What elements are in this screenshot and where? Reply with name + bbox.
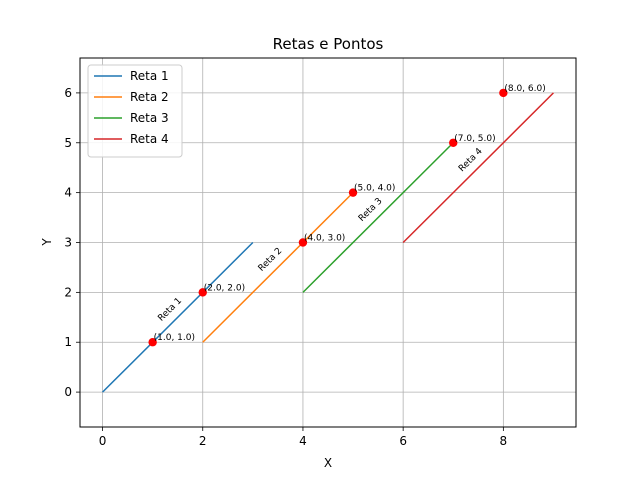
y-tick-label: 3	[64, 236, 72, 250]
y-tick-label: 4	[64, 186, 72, 200]
y-axis-label: Y	[40, 238, 54, 247]
legend-label: Reta 1	[130, 69, 169, 83]
x-ticks: 0 2 4 6 8	[99, 427, 507, 448]
data-point	[298, 238, 308, 247]
legend-label: Reta 3	[130, 111, 169, 125]
y-ticks: 0 1 2 3 4 5 6	[64, 86, 80, 399]
point-label: (7.0, 5.0)	[454, 134, 495, 144]
point-label: (1.0, 1.0)	[154, 333, 195, 343]
x-tick-label: 4	[299, 434, 307, 448]
series-lines	[102, 92, 554, 393]
point-labels: (1.0, 1.0) (2.0, 2.0) (4.0, 3.0) (5.0, 4.0)…	[154, 84, 546, 343]
x-tick-label: 2	[199, 434, 207, 448]
point-label: (4.0, 3.0)	[304, 234, 345, 244]
point-label: (8.0, 6.0)	[504, 84, 545, 94]
y-tick-label: 0	[64, 385, 72, 399]
legend: Reta 1 Reta 2 Reta 3 Reta 4	[87, 64, 183, 158]
y-tick-label: 1	[64, 335, 72, 349]
point-label: (5.0, 4.0)	[354, 184, 395, 194]
x-axis-label: X	[324, 456, 332, 470]
series-line	[202, 192, 354, 343]
y-tick-label: 6	[64, 86, 72, 100]
legend-box	[87, 64, 183, 158]
y-tick-label: 2	[64, 285, 72, 299]
data-point	[198, 288, 207, 297]
x-tick-label: 0	[99, 434, 107, 448]
point-label: (2.0, 2.0)	[204, 283, 245, 293]
data-point	[148, 338, 157, 347]
data-points	[148, 88, 508, 347]
legend-label: Reta 4	[130, 132, 169, 146]
data-point	[499, 88, 508, 98]
y-tick-label: 5	[64, 136, 72, 150]
series-line	[102, 241, 254, 393]
x-tick-label: 8	[500, 434, 508, 448]
data-point	[348, 188, 358, 197]
x-tick-label: 6	[399, 434, 407, 448]
legend-label: Reta 2	[130, 90, 169, 104]
data-point	[449, 138, 458, 147]
chart-title: Retas e Pontos	[273, 35, 384, 53]
series-line	[302, 142, 454, 293]
series-line	[402, 92, 554, 244]
